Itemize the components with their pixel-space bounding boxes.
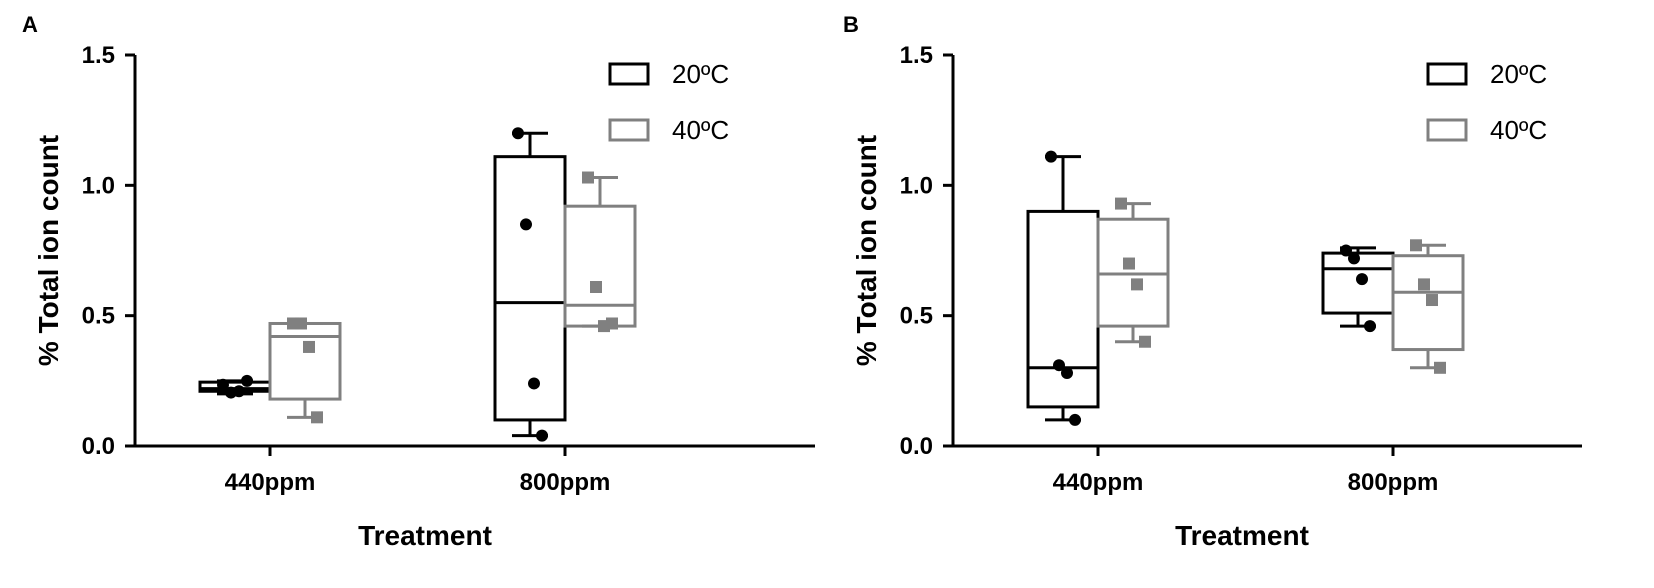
data-point xyxy=(582,171,594,184)
data-point xyxy=(536,429,548,442)
data-point xyxy=(1434,361,1446,374)
legend: 20ºC 40ºC xyxy=(608,59,729,145)
x-tick-label: 440ppm xyxy=(1053,469,1144,496)
data-point xyxy=(1364,320,1376,333)
legend-label: 40ºC xyxy=(1490,115,1547,145)
x-axis-title: Treatment xyxy=(1175,520,1309,551)
y-tick-label: 1.0 xyxy=(900,172,933,199)
y-axis-title: % Total ion count xyxy=(851,135,882,366)
y-tick-label: 1.0 xyxy=(82,172,115,199)
panel-letter: B xyxy=(843,12,859,37)
data-point xyxy=(606,317,618,330)
data-point xyxy=(528,377,540,390)
legend-label: 20ºC xyxy=(1490,59,1547,89)
y-tick-label: 1.5 xyxy=(82,42,115,69)
data-point xyxy=(217,378,229,391)
data-point xyxy=(1069,413,1081,426)
data-point xyxy=(1053,359,1065,372)
box-40C-800ppm xyxy=(1391,239,1465,374)
data-point xyxy=(1115,197,1127,210)
box-body xyxy=(1026,209,1100,409)
data-point xyxy=(233,385,245,398)
data-point xyxy=(1131,278,1143,291)
data-point xyxy=(512,127,524,140)
data-point xyxy=(1418,278,1430,291)
panel-a: A 0.0 0.5 1.0 1.5 440ppm 800ppm Treatment % Tota… xyxy=(22,12,815,551)
legend-label: 40ºC xyxy=(672,115,729,145)
data-point xyxy=(1348,252,1360,265)
data-point xyxy=(1356,273,1368,286)
box-20C-800ppm xyxy=(493,127,567,442)
legend-swatch xyxy=(608,62,650,86)
data-point xyxy=(241,374,253,387)
y-axis-title: % Total ion count xyxy=(33,135,64,366)
box-20C-440ppm xyxy=(198,374,272,399)
legend-swatch xyxy=(1426,62,1468,86)
y-tick-label: 0.5 xyxy=(900,303,933,330)
legend: 20ºC 40ºC xyxy=(1426,59,1547,145)
x-tick-label: 440ppm xyxy=(225,469,316,496)
y-tick-label: 0.5 xyxy=(82,303,115,330)
box-body xyxy=(563,204,637,328)
legend-swatch xyxy=(608,118,650,142)
data-point xyxy=(1340,244,1352,257)
panel-letter: A xyxy=(22,12,38,37)
box-body xyxy=(1391,254,1465,352)
y-tick-label: 0.0 xyxy=(900,433,933,460)
box-40C-800ppm xyxy=(563,171,637,333)
box-40C-440ppm xyxy=(1096,197,1170,348)
box-20C-800ppm xyxy=(1321,244,1395,333)
box-body xyxy=(268,321,342,401)
data-point xyxy=(1061,367,1073,380)
panel-b: B 0.0 0.5 1.0 1.5 440ppm 800ppm Treatment % Tota… xyxy=(843,12,1582,551)
data-point xyxy=(1045,150,1057,163)
legend-label: 20ºC xyxy=(672,59,729,89)
x-tick-label: 800ppm xyxy=(520,469,611,496)
data-point xyxy=(1426,294,1438,307)
x-tick-label: 800ppm xyxy=(1348,469,1439,496)
y-tick-label: 0.0 xyxy=(82,433,115,460)
y-tick-label: 1.5 xyxy=(900,42,933,69)
data-point xyxy=(1123,257,1135,270)
data-point xyxy=(303,340,315,353)
legend-swatch xyxy=(1426,118,1468,142)
data-point xyxy=(590,280,602,293)
data-point xyxy=(311,411,323,424)
box-20C-440ppm xyxy=(1026,150,1100,426)
x-axis-title: Treatment xyxy=(358,520,492,551)
data-point xyxy=(1139,335,1151,348)
data-point xyxy=(295,317,307,330)
data-point xyxy=(520,218,532,231)
data-point xyxy=(1410,239,1422,252)
box-40C-440ppm xyxy=(268,317,342,424)
